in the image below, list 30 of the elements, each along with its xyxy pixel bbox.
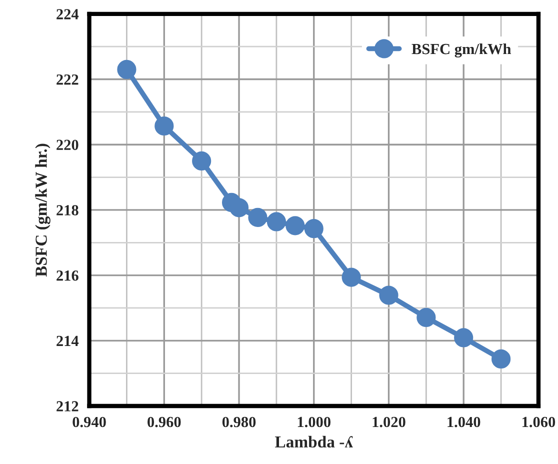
y-tick-label: 222 (56, 74, 78, 85)
x-tick-label: 0.940 (72, 416, 106, 428)
point (416, 308, 436, 328)
point (117, 60, 136, 80)
x-tick-label: 1.020 (372, 416, 406, 428)
point (192, 151, 212, 170)
y-tick-label: 214 (56, 336, 79, 346)
point (154, 116, 174, 136)
legend-label: BSFC gm/kWh (412, 43, 512, 58)
point (304, 219, 324, 238)
x-tick-label: 1.040 (448, 416, 480, 428)
point (379, 286, 398, 305)
y-tick-label: 224 (56, 9, 79, 20)
x-tick-label: 1.000 (298, 416, 330, 428)
y-tick-label: 212 (56, 401, 78, 412)
point (286, 216, 305, 236)
x-tick-label: 1.060 (522, 416, 556, 428)
x-axis-title: Lambda -ʎ (275, 436, 353, 448)
point (248, 208, 268, 228)
point (342, 268, 361, 287)
y-axis-title: BSFC (gm/kW hr.) (35, 144, 50, 277)
x-tick-label: 0.980 (222, 416, 256, 428)
y-tick-label: 220 (56, 140, 78, 150)
point (229, 198, 249, 218)
point (454, 328, 474, 348)
point (266, 212, 286, 232)
y-tick-label: 218 (56, 205, 78, 216)
point (491, 349, 511, 368)
y-tick-label: 216 (56, 270, 78, 281)
x-tick-label: 0.960 (148, 416, 181, 428)
